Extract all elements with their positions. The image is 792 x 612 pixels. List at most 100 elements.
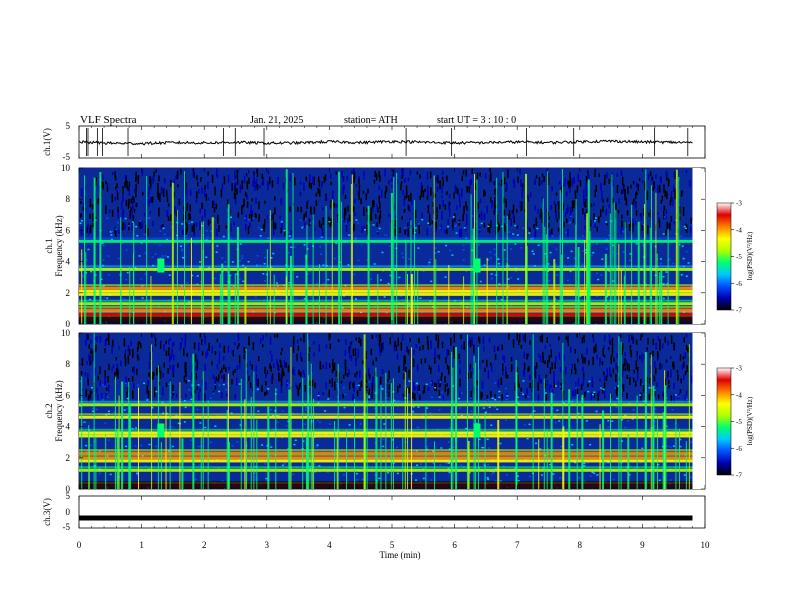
spectrogram-noise	[486, 395, 489, 403]
spectrogram-noise	[390, 177, 393, 182]
spectrogram-noise	[411, 455, 414, 457]
spectrogram-noise	[196, 359, 199, 365]
spectrogram-noise	[160, 340, 162, 344]
ytick-label: 0	[66, 319, 71, 329]
spectrogram-noise	[432, 462, 435, 464]
spectrogram-noise	[629, 253, 632, 255]
spectrogram-noise	[570, 250, 573, 253]
spectrogram-noise	[319, 421, 322, 424]
spectrogram-noise	[545, 208, 548, 212]
spectrogram-noise	[538, 374, 541, 383]
spectrogram-noise	[272, 252, 275, 255]
spectrogram-noise	[191, 225, 193, 232]
spectrogram-noise	[673, 220, 676, 225]
spectrogram-noise	[498, 390, 501, 393]
spectrogram-noise	[327, 278, 330, 281]
ch3-ytick-bottom: -5	[63, 522, 71, 532]
ch2-colorbar: log(PSD)(V²/Hz) -3-4-5-6-7	[716, 365, 754, 480]
spectrogram-noise	[442, 395, 445, 401]
spectrogram-noise	[615, 406, 618, 409]
spectrogram-noise	[305, 409, 308, 411]
spectrogram-noise	[637, 183, 639, 191]
spectrogram-noise	[555, 248, 558, 251]
spectrogram-noise	[190, 439, 193, 441]
spectrogram-noise	[593, 220, 596, 222]
spectrogram-noise	[500, 298, 503, 301]
spectrogram-noise	[368, 388, 371, 397]
spectrogram-noise	[600, 209, 602, 218]
spectrogram-noise	[256, 183, 259, 191]
spectrogram-noise	[482, 407, 485, 409]
spectrogram-noise	[188, 222, 191, 224]
spectrogram-noise	[270, 215, 273, 221]
spectrogram-noise	[683, 225, 686, 228]
spectrogram-noise	[258, 201, 260, 210]
spectrogram-noise	[267, 388, 270, 390]
spectrogram-noise	[336, 203, 338, 208]
spectrogram-noise	[212, 390, 215, 394]
spectrogram-noise	[97, 393, 99, 403]
spectrogram-noise	[159, 257, 162, 259]
spectrogram-noise	[246, 180, 249, 190]
spectrogram-noise	[362, 360, 364, 365]
spectrogram-noise	[322, 207, 324, 211]
spectrogram-noise	[169, 364, 171, 370]
spectrogram-noise	[348, 369, 350, 375]
spectrogram-noise	[462, 170, 465, 175]
spectrogram-noise	[384, 234, 387, 236]
spectrogram-noise	[137, 384, 140, 386]
spectrogram-noise	[247, 219, 250, 221]
spectrogram-noise	[414, 227, 417, 229]
spectrogram-noise	[261, 385, 263, 392]
spectrogram-noise	[85, 339, 87, 346]
spectrogram-noise	[144, 273, 147, 275]
spectrogram-noise	[504, 387, 507, 390]
spectrogram-noise	[371, 382, 374, 392]
spectrogram-noise	[457, 188, 459, 195]
spectrogram-noise	[251, 437, 254, 440]
spectrogram-noise	[230, 412, 233, 414]
spectrogram-noise	[524, 394, 527, 399]
spectrogram-noise	[607, 419, 610, 422]
spectrogram-noise	[521, 186, 523, 193]
spectrogram-noise	[596, 295, 599, 297]
spectrogram-noise	[603, 381, 606, 389]
spectrogram-noise	[617, 385, 620, 387]
spectrogram-noise	[96, 335, 98, 342]
spectrogram-noise	[367, 395, 370, 397]
spectrogram-noise	[163, 344, 165, 352]
spectrogram-noise	[467, 372, 470, 380]
spectrogram-noise	[516, 225, 519, 229]
spectrogram-noise	[242, 280, 245, 283]
spectrogram-noise	[363, 171, 365, 180]
spectrogram-noise	[378, 338, 381, 348]
spectrogram-noise	[654, 388, 656, 397]
spectrogram-noise	[551, 186, 553, 192]
spectrogram-noise	[665, 271, 668, 273]
spectrogram-noise	[134, 267, 137, 269]
spectrogram-noise	[593, 391, 596, 393]
spectrogram-noise	[373, 407, 376, 410]
spectrogram-noise	[347, 205, 349, 212]
ch3-waveform-panel: 5 0 -5 ch.3(V)	[42, 491, 706, 532]
spectrogram-noise	[357, 384, 360, 387]
spectrogram-noise	[415, 382, 418, 385]
spectrogram-noise	[539, 335, 542, 342]
ch1-spectrogram-image	[79, 168, 705, 324]
spectrogram-noise	[241, 257, 244, 260]
spectrogram-noise	[485, 359, 488, 368]
spectrogram-noise	[140, 242, 143, 244]
spectrogram-noise	[148, 443, 151, 446]
spectrogram-noise	[108, 363, 110, 371]
spectrogram-noise	[358, 184, 361, 194]
spectrogram-noise	[324, 410, 327, 412]
spectrogram-noise	[216, 228, 218, 237]
spectrogram-noise	[653, 389, 656, 391]
spectrogram-noise	[437, 335, 440, 344]
spectrogram-noise	[124, 181, 126, 188]
spectrogram-noise	[375, 334, 378, 338]
spectrogram-noise	[549, 367, 552, 374]
spectrogram-band	[79, 284, 693, 287]
spectrogram-noise	[469, 339, 472, 348]
spectrogram-noise	[529, 192, 532, 198]
